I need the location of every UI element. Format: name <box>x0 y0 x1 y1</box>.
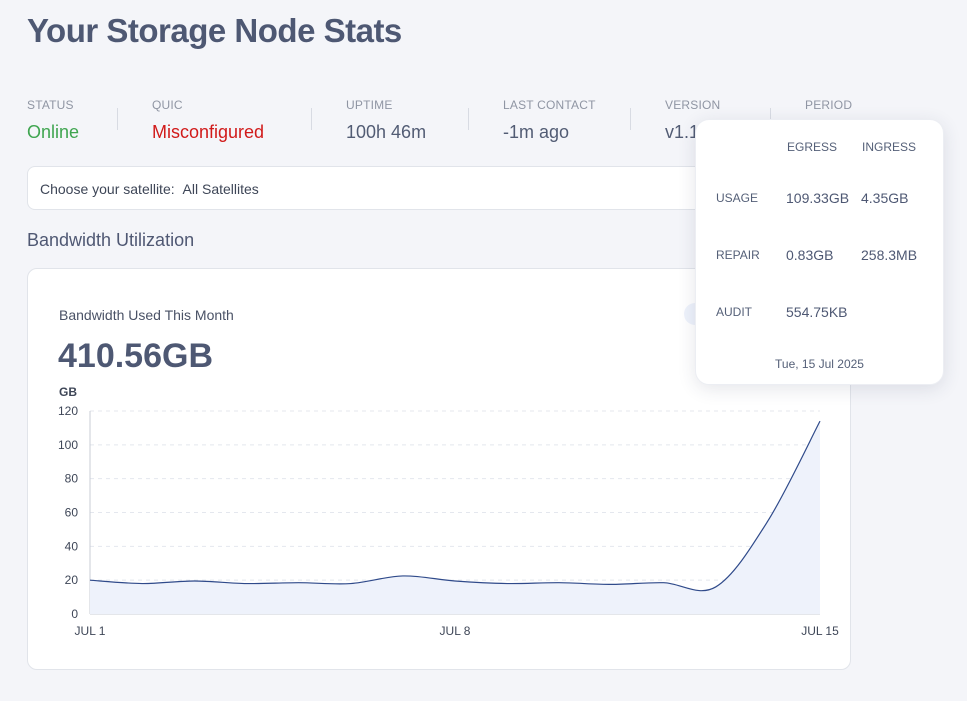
stat-uptime-label: UPTIME <box>346 98 393 112</box>
y-tick-label: 0 <box>71 607 78 621</box>
series-area <box>90 421 820 614</box>
x-tick-label: JUL 8 <box>440 624 471 638</box>
stat-status: STATUS Online <box>27 98 79 143</box>
x-tick-label: JUL 15 <box>801 624 839 638</box>
stat-last-contact-label: LAST CONTACT <box>503 98 596 112</box>
stat-status-value: Online <box>27 122 80 142</box>
satellite-value[interactable]: All Satellites <box>182 181 259 197</box>
x-tick-label: JUL 1 <box>75 624 106 638</box>
tooltip-row-label: REPAIR <box>716 248 760 262</box>
page-title: Your Storage Node Stats <box>27 12 402 49</box>
y-tick-label: 100 <box>58 438 78 452</box>
stat-divider <box>311 108 312 130</box>
section-title: Bandwidth Utilization <box>27 230 195 250</box>
stat-version-value: v1.1 <box>665 122 700 142</box>
stat-version: VERSION v1.1 <box>665 98 720 143</box>
stat-last-contact: LAST CONTACT -1m ago <box>503 98 596 143</box>
tooltip-repair-egress: 0.83GB <box>786 247 834 263</box>
stat-quic-label: QUIC <box>152 98 183 112</box>
stat-period-label: PERIOD <box>805 98 853 112</box>
y-tick-label: 60 <box>65 506 79 520</box>
satellite-label: Choose your satellite: <box>40 181 175 197</box>
stat-quic-value[interactable]: Misconfigured <box>152 122 265 142</box>
y-axis-label: GB <box>59 385 77 399</box>
bandwidth-chart: GB 0 20 40 60 80 100 120 JUL 1 JUL 8 JUL 15 <box>58 385 839 638</box>
stat-uptime: UPTIME 100h 46m <box>346 98 426 143</box>
y-tick-label: 20 <box>65 573 79 587</box>
chart-tooltip: EGRESS INGRESS USAGE 109.33GB 4.35GB REP… <box>695 119 944 385</box>
y-tick-label: 120 <box>58 404 78 418</box>
tooltip-usage-egress: 109.33GB <box>786 190 850 206</box>
stat-divider <box>117 108 118 130</box>
tooltip-usage-ingress: 4.35GB <box>861 190 909 206</box>
tooltip-header-ingress: INGRESS <box>862 140 917 154</box>
tooltip-header-egress: EGRESS <box>787 140 838 154</box>
tooltip-date: Tue, 15 Jul 2025 <box>775 357 864 371</box>
tooltip-repair-ingress: 258.3MB <box>861 247 918 263</box>
stat-version-label: VERSION <box>665 98 721 112</box>
tooltip-audit-egress: 554.75KB <box>786 304 848 320</box>
stat-last-contact-value: -1m ago <box>503 122 570 142</box>
series-line <box>89 420 821 592</box>
bandwidth-total: 410.56GB <box>58 337 213 375</box>
y-tick-label: 40 <box>65 539 79 553</box>
stat-uptime-value: 100h 46m <box>346 122 427 142</box>
tooltip-row-label: USAGE <box>716 191 759 205</box>
stat-divider <box>468 108 469 130</box>
stat-quic: QUIC Misconfigured <box>152 98 264 143</box>
tooltip-row-label: AUDIT <box>716 305 752 319</box>
stat-divider <box>630 108 631 130</box>
bandwidth-chart-card: Bandwidth Used This Month 410.56GB GB 0 20… <box>27 268 851 670</box>
card-subtitle: Bandwidth Used This Month <box>59 307 234 323</box>
y-tick-label: 80 <box>65 472 79 486</box>
stat-status-label: STATUS <box>27 98 74 112</box>
satellite-selector[interactable]: Choose your satellite: All Satellites <box>27 166 747 210</box>
stat-period: PERIOD <box>805 98 852 122</box>
